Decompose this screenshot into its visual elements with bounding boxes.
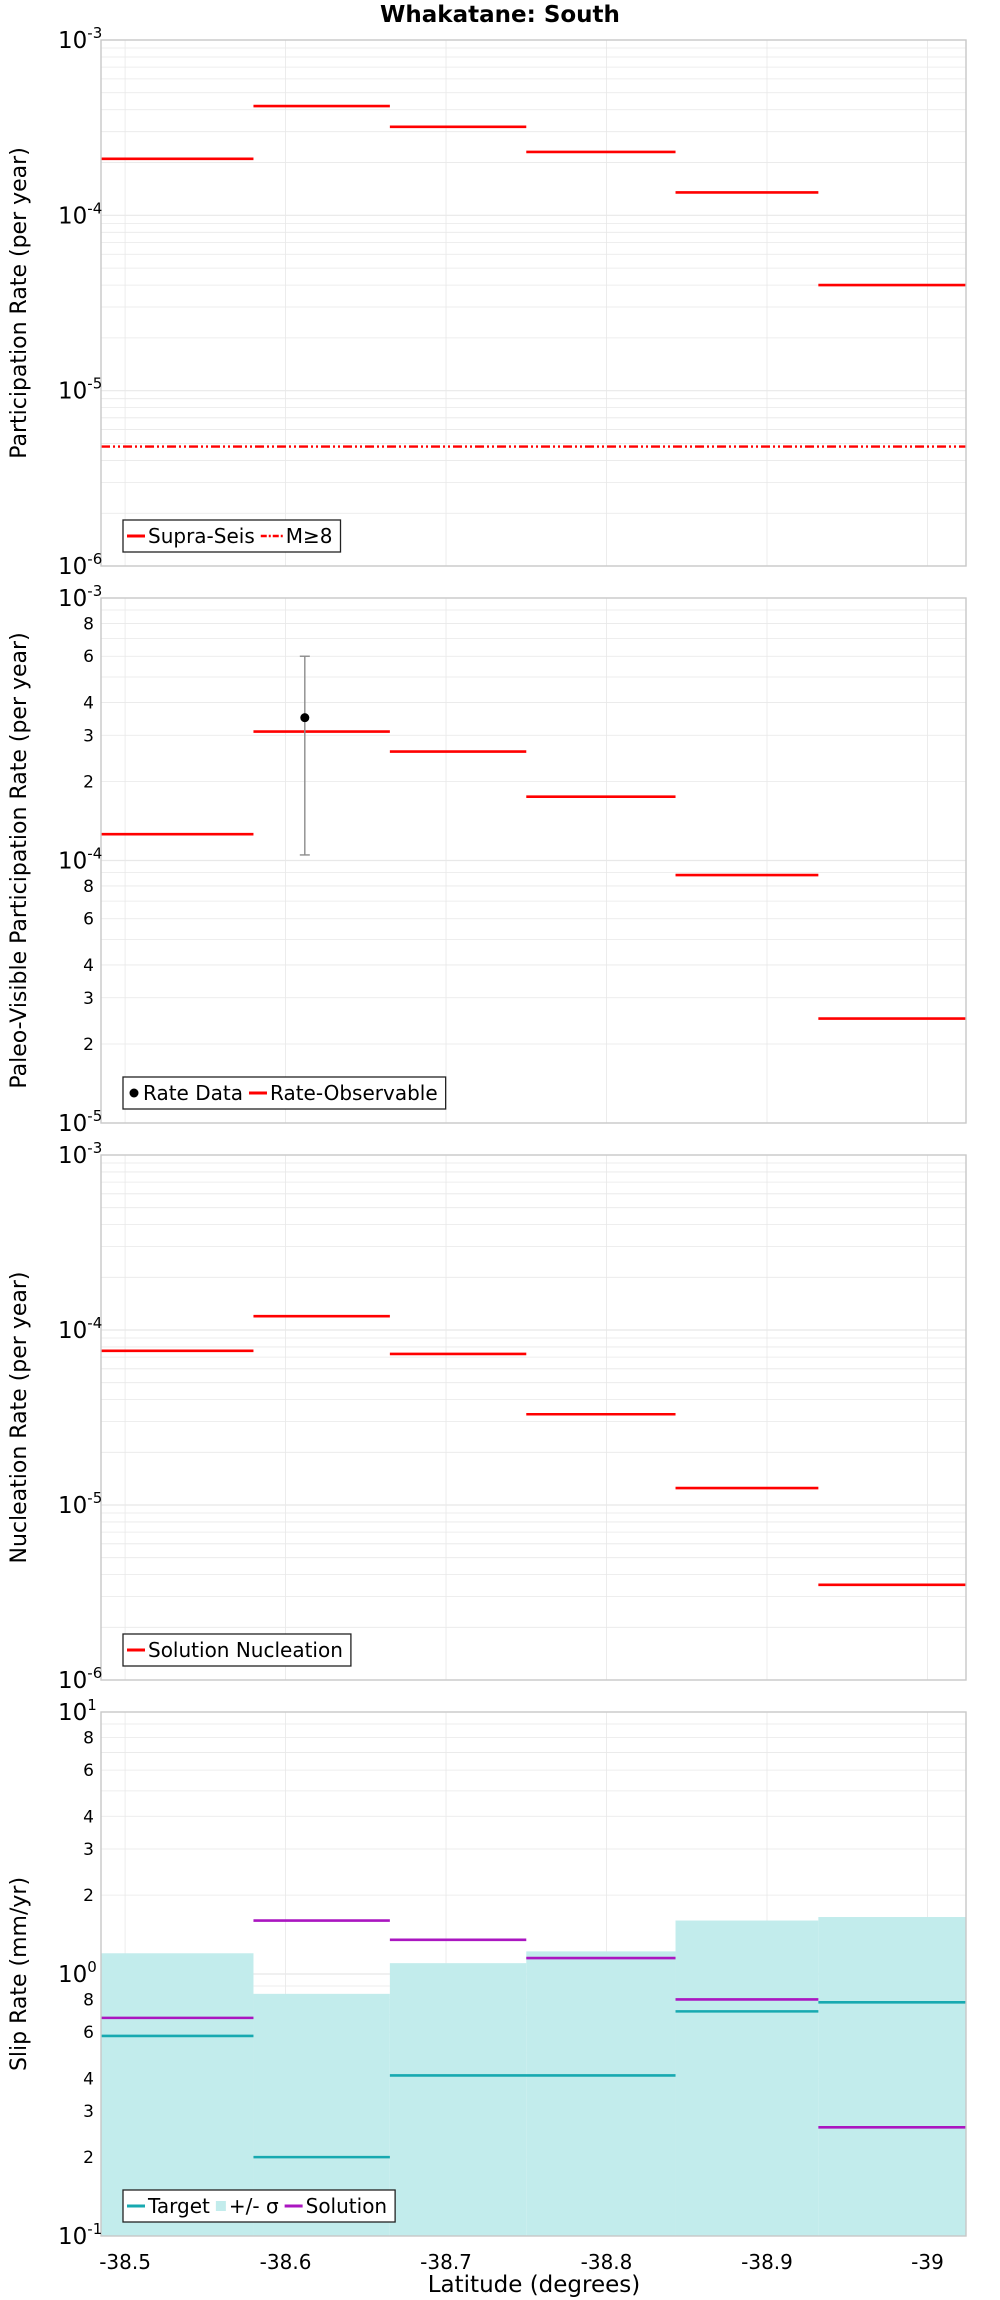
legend-box [122, 2189, 396, 2223]
legend-box [122, 1076, 447, 1110]
legend-box [122, 1633, 352, 1667]
series--band [101, 1953, 254, 2236]
legend-swatch-1 [129, 1088, 139, 1098]
legend-swatch-2 [215, 2201, 226, 2211]
y-tick-label: 2 [83, 1886, 94, 1906]
y-tick-label: 10-5 [58, 375, 102, 405]
series--band [675, 1920, 819, 2236]
y-tick-label: 2 [83, 1035, 94, 1055]
plot-frame [100, 1711, 967, 2237]
y-tick-label: 4 [83, 2069, 94, 2089]
y-tick-label: 3 [83, 1840, 94, 1860]
y-tick-label: 10-6 [58, 1664, 102, 1694]
legend-label-3: Solution [306, 2194, 387, 2218]
y-tick-label: 6 [83, 647, 94, 667]
y-tick-label: 8 [83, 614, 94, 634]
y-tick-label: 6 [83, 910, 94, 930]
plot-frame [100, 597, 967, 1124]
series-group [101, 1917, 966, 2236]
x-tick-label: -38.8 [581, 2250, 633, 2274]
y-tick-label: 2 [83, 2148, 94, 2168]
plot-frame [100, 1154, 967, 1681]
legend-label-1: Target [147, 2194, 210, 2218]
legend-label-2: Rate-Observable [270, 1081, 438, 1105]
y-axis-label: Participation Rate (per year) [7, 147, 32, 459]
x-tick-label: -39 [911, 2250, 944, 2274]
y-tick-label: 10-4 [58, 199, 102, 229]
y-tick-label: 3 [83, 2102, 94, 2122]
y-tick-label: 6 [83, 1761, 94, 1781]
figure-title: Whakatane: South [380, 2, 620, 28]
series--band [389, 1963, 527, 2236]
y-tick-label: 10-5 [58, 1489, 102, 1519]
y-axis-label: Paleo-Visible Participation Rate (per ye… [7, 632, 32, 1088]
legend-label-1: Rate Data [143, 1081, 243, 1105]
series-group [101, 1314, 966, 1587]
chart-panel-1: 10-6 10-5 10-4 10-3 Participation Rate (per … [7, 24, 967, 580]
y-tick-labels: 10-6 10-5 10-4 10-3 [58, 24, 102, 580]
y-tick-label: 4 [83, 1807, 94, 1827]
y-tick-label: 2 [83, 772, 94, 792]
legend-label-2: +/- σ [229, 2194, 279, 2218]
y-tick-label: 101 [58, 1696, 97, 1726]
y-tick-label: 10-3 [58, 582, 102, 612]
y-tick-label: 10-3 [58, 24, 102, 54]
x-tick-label: -38.7 [420, 2250, 472, 2274]
grid-lines [101, 1155, 966, 1680]
y-tick-label: 10-1 [58, 2220, 102, 2250]
y-tick-label: 10-4 [58, 845, 102, 875]
series-group [101, 104, 966, 448]
y-tick-label: 6 [83, 2023, 94, 2043]
grid-lines [101, 40, 966, 566]
x-tick-label: -38.5 [99, 2250, 151, 2274]
chart-panels: 10-6 10-5 10-4 10-3 Participation Rate (per … [7, 24, 967, 2274]
y-tick-label: 100 [58, 1958, 97, 1988]
y-tick-label: 8 [83, 877, 94, 897]
chart-panel-3: 10-6 10-5 10-4 10-3 Nucleation Rate (per yea… [7, 1139, 967, 1694]
legend-label-2: M≥8 [286, 524, 333, 548]
plot-frame [100, 39, 967, 567]
x-tick-label: -38.6 [260, 2250, 312, 2274]
legend-label-1: Supra-Seis [148, 524, 255, 548]
y-tick-label: 10-6 [58, 550, 102, 580]
y-axis-label: Nucleation Rate (per year) [7, 1272, 32, 1564]
y-tick-label: 8 [83, 1990, 94, 2010]
legend: Supra-Seis M≥8 [122, 519, 342, 553]
series-group [101, 655, 966, 1020]
y-axis-label: Slip Rate (mm/yr) [7, 1877, 32, 2071]
y-tick-label: 10-5 [58, 1107, 102, 1137]
series--band [818, 1917, 966, 2236]
legend-box [122, 519, 342, 553]
x-axis-label: Latitude (degrees) [428, 2272, 641, 2298]
data-point [300, 713, 310, 723]
grid-lines [101, 598, 966, 1123]
y-tick-label: 4 [83, 956, 94, 976]
x-tick-labels: -38.5 -38.6 -38.7 -38.8 -38.9 -39 [99, 2250, 944, 2274]
legend: Rate Data Rate-Observable [122, 1076, 447, 1110]
x-tick-label: -38.9 [741, 2250, 793, 2274]
y-tick-label: 10-4 [58, 1314, 102, 1344]
y-tick-label: 3 [83, 726, 94, 746]
y-tick-label: 8 [83, 1728, 94, 1748]
y-tick-label: 4 [83, 693, 94, 713]
y-tick-label: 3 [83, 989, 94, 1009]
legend: Target +/- σ Solution [122, 2189, 396, 2223]
series--band [526, 1951, 676, 2236]
legend: Solution Nucleation [122, 1633, 352, 1667]
y-tick-labels: 10-6 10-5 10-4 10-3 [58, 1139, 102, 1694]
legend-label-1: Solution Nucleation [148, 1638, 343, 1662]
y-tick-label: 10-3 [58, 1139, 102, 1169]
